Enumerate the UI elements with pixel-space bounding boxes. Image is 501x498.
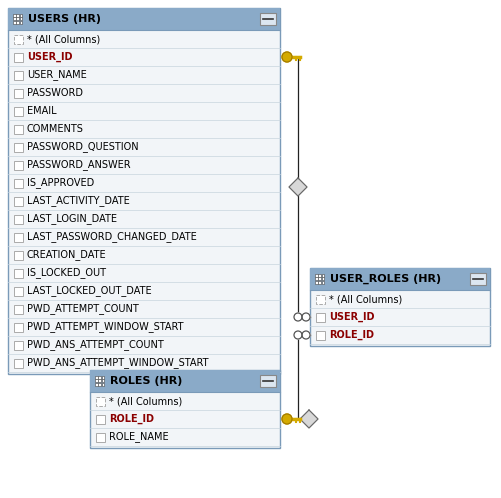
Bar xyxy=(98,376,101,379)
Text: USER_ROLES (HR): USER_ROLES (HR) xyxy=(329,274,440,284)
Bar xyxy=(260,375,276,387)
Bar xyxy=(14,359,23,368)
Bar xyxy=(17,17,19,20)
Bar xyxy=(321,274,324,277)
Bar xyxy=(17,20,19,23)
Bar xyxy=(98,379,101,382)
Bar xyxy=(321,281,324,283)
Bar xyxy=(14,286,23,295)
Bar xyxy=(321,277,324,280)
Text: USERS (HR): USERS (HR) xyxy=(28,14,101,24)
Bar xyxy=(314,277,317,280)
Bar xyxy=(14,323,23,332)
Bar xyxy=(14,89,23,98)
Bar xyxy=(98,382,101,385)
Circle shape xyxy=(282,414,292,424)
Circle shape xyxy=(294,313,302,321)
Bar xyxy=(315,313,324,322)
Text: ROLES (HR): ROLES (HR) xyxy=(110,376,182,386)
Bar xyxy=(318,274,321,277)
Bar xyxy=(14,197,23,206)
Bar xyxy=(96,396,105,405)
Text: IS_LOCKED_OUT: IS_LOCKED_OUT xyxy=(27,267,106,278)
Polygon shape xyxy=(289,178,307,196)
Text: LAST_LOCKED_OUT_DATE: LAST_LOCKED_OUT_DATE xyxy=(27,285,151,296)
Bar xyxy=(8,8,280,30)
Bar xyxy=(8,8,280,374)
Bar xyxy=(315,331,324,340)
Text: CREATION_DATE: CREATION_DATE xyxy=(27,249,106,260)
Bar xyxy=(14,178,23,188)
Bar xyxy=(14,341,23,350)
Bar xyxy=(310,268,489,346)
Bar xyxy=(14,34,23,43)
Text: PASSWORD_ANSWER: PASSWORD_ANSWER xyxy=(27,159,130,170)
Bar xyxy=(318,277,321,280)
Bar xyxy=(14,250,23,259)
Bar xyxy=(14,215,23,224)
Bar xyxy=(102,379,104,382)
Bar xyxy=(96,432,105,442)
Text: PWD_ANS_ATTEMPT_WINDOW_START: PWD_ANS_ATTEMPT_WINDOW_START xyxy=(27,358,208,369)
Text: ROLE_NAME: ROLE_NAME xyxy=(109,432,168,442)
Bar xyxy=(13,20,16,23)
Bar xyxy=(260,13,276,25)
Bar xyxy=(14,160,23,169)
Text: LAST_PASSWORD_CHANGED_DATE: LAST_PASSWORD_CHANGED_DATE xyxy=(27,232,196,243)
Text: LAST_ACTIVITY_DATE: LAST_ACTIVITY_DATE xyxy=(27,196,129,207)
Bar xyxy=(95,376,98,379)
Bar xyxy=(315,294,324,303)
Bar xyxy=(90,370,280,448)
Circle shape xyxy=(302,313,310,321)
Bar xyxy=(102,382,104,385)
Bar xyxy=(13,14,16,17)
Bar xyxy=(14,233,23,242)
Bar xyxy=(20,14,23,17)
Circle shape xyxy=(302,331,310,339)
Bar xyxy=(13,17,16,20)
Text: USER_ID: USER_ID xyxy=(328,312,374,322)
Text: COMMENTS: COMMENTS xyxy=(27,124,84,134)
Bar xyxy=(17,14,19,17)
Bar xyxy=(318,281,321,283)
Bar xyxy=(469,273,485,285)
Text: * (All Columns): * (All Columns) xyxy=(27,34,100,44)
Text: PWD_ATTEMPT_WINDOW_START: PWD_ATTEMPT_WINDOW_START xyxy=(27,322,183,333)
Bar xyxy=(95,379,98,382)
Text: LAST_LOGIN_DATE: LAST_LOGIN_DATE xyxy=(27,214,117,225)
Bar xyxy=(14,71,23,80)
Bar xyxy=(90,370,280,392)
Text: USER_ID: USER_ID xyxy=(27,52,72,62)
Circle shape xyxy=(282,52,292,62)
Text: * (All Columns): * (All Columns) xyxy=(109,396,182,406)
Bar xyxy=(14,124,23,133)
Text: IS_APPROVED: IS_APPROVED xyxy=(27,178,94,188)
Text: PWD_ATTEMPT_COUNT: PWD_ATTEMPT_COUNT xyxy=(27,304,138,314)
Text: PASSWORD: PASSWORD xyxy=(27,88,83,98)
Bar xyxy=(14,142,23,151)
Bar xyxy=(102,376,104,379)
Bar xyxy=(14,304,23,314)
Polygon shape xyxy=(300,410,317,428)
Bar xyxy=(14,52,23,61)
Text: * (All Columns): * (All Columns) xyxy=(328,294,401,304)
Bar xyxy=(20,20,23,23)
Text: PASSWORD_QUESTION: PASSWORD_QUESTION xyxy=(27,141,138,152)
Text: ROLE_ID: ROLE_ID xyxy=(328,330,373,340)
Bar xyxy=(314,281,317,283)
Text: USER_NAME: USER_NAME xyxy=(27,70,87,81)
Bar xyxy=(20,17,23,20)
Text: ROLE_ID: ROLE_ID xyxy=(109,414,154,424)
Bar xyxy=(95,382,98,385)
Bar xyxy=(310,268,489,290)
Bar xyxy=(96,414,105,423)
Bar xyxy=(14,107,23,116)
Bar xyxy=(314,274,317,277)
Text: PWD_ANS_ATTEMPT_COUNT: PWD_ANS_ATTEMPT_COUNT xyxy=(27,340,163,351)
Bar xyxy=(14,268,23,277)
Text: EMAIL: EMAIL xyxy=(27,106,57,116)
Circle shape xyxy=(294,331,302,339)
